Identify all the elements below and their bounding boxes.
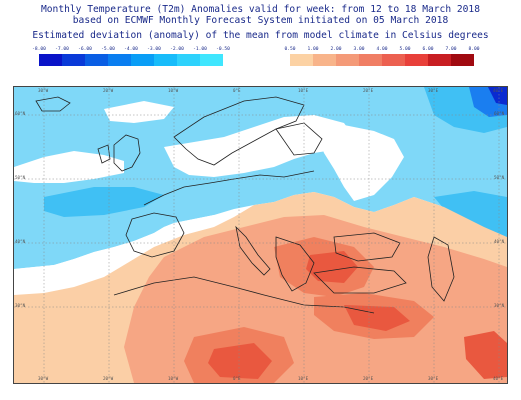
lon-label-bottom: 0°E — [233, 376, 241, 381]
lon-label-bottom: 30°W — [38, 376, 49, 381]
lon-label-bottom: 30°E — [428, 376, 439, 381]
legend-positive-swatch — [359, 54, 382, 66]
lon-label-top: 10°E — [298, 88, 309, 93]
legend-negative-label: -6.00 — [78, 47, 92, 52]
neutral-region-north-2 — [104, 101, 174, 123]
coast-iceland — [35, 96, 71, 112]
legend-negative-label: -1.00 — [193, 47, 207, 52]
neutral-region-north — [164, 115, 354, 177]
legend-positive-swatch — [428, 54, 451, 66]
legend-positive-swatch — [336, 54, 359, 66]
coast-north-africa — [113, 276, 375, 314]
legend-negative-swatch — [200, 54, 223, 66]
lon-label-bottom: 20°W — [103, 376, 114, 381]
legend-positive-label: 5.00 — [399, 47, 411, 52]
legend-positive-label: 6.00 — [422, 47, 434, 52]
lon-label-bottom: 40°E — [493, 376, 504, 381]
legend-negative-swatch — [62, 54, 85, 66]
warm-anomaly-core-balkans — [306, 251, 358, 283]
coast-caspian — [427, 236, 455, 302]
cold-anomaly-region-north — [14, 87, 507, 269]
lon-label-top: 10°W — [168, 88, 179, 93]
lon-label-top: 40°E — [493, 88, 504, 93]
lat-label-left: 40°N — [15, 239, 26, 244]
map-subtitle: Estimated deviation (anomaly) of the mea… — [32, 30, 489, 41]
neutral-band-southwest — [14, 215, 234, 295]
legend-negative-swatch — [108, 54, 131, 66]
lon-label-top: 20°W — [103, 88, 114, 93]
legend-negative: -8.00 -7.00 -6.00 -5.00 -4.00 -3.00 -2.00 -1.00… — [32, 46, 230, 66]
warm-anomaly-core-east — [464, 331, 507, 379]
legend-positive: 0.50 1.00 2.00 3.00 4.00 5.00 6.00 7.00 8.00 — [284, 46, 480, 66]
map-title-line-1: Monthly Temperature (T2m) Anomalies vali… — [41, 4, 480, 15]
neutral-region-west — [14, 151, 124, 183]
legend-positive-label: 4.00 — [376, 47, 388, 52]
legend-negative-label: -7.00 — [55, 47, 69, 52]
graticule — [14, 87, 507, 383]
legend-positive-swatch — [313, 54, 336, 66]
coast-turkey — [313, 266, 407, 294]
lat-label-left: 30°N — [15, 303, 26, 308]
legend-positive-label: 7.00 — [445, 47, 457, 52]
cold-anomaly-peak-northeast — [488, 87, 507, 105]
lon-label-top: 30°E — [428, 88, 439, 93]
neutral-region-east — [314, 125, 404, 201]
coast-balkans — [275, 236, 315, 292]
legend-negative-label: -5.00 — [101, 47, 115, 52]
coast-iberia — [125, 212, 185, 258]
legend-positive-label: 8.00 — [468, 47, 480, 52]
lat-label-left: 60°N — [15, 111, 26, 116]
legend-positive-swatch — [290, 54, 313, 66]
legend-negative-label: -3.00 — [147, 47, 161, 52]
legend-negative-label: -4.00 — [124, 47, 138, 52]
coast-italy — [235, 225, 271, 276]
legend-positive-label: 3.00 — [353, 47, 365, 52]
warm-anomaly-core-north-africa — [208, 343, 272, 379]
legend-positive-swatch — [405, 54, 428, 66]
lon-label-bottom: 10°E — [298, 376, 309, 381]
legend-negative-swatch — [39, 54, 62, 66]
legend-positive-label: 0.50 — [284, 47, 296, 52]
legend-positive-label: 2.00 — [330, 47, 342, 52]
coast-continental-north — [143, 170, 315, 206]
lat-label-right: 50°N — [494, 175, 505, 180]
lat-label-right: 30°N — [494, 303, 505, 308]
coastlines — [35, 96, 455, 314]
lon-label-bottom: 20°E — [363, 376, 374, 381]
lon-label-top: 20°E — [363, 88, 374, 93]
lon-label-top: 30°W — [38, 88, 49, 93]
map-title-line-2: based on ECMWF Monthly Forecast System i… — [72, 15, 449, 26]
legend-negative-label: -8.00 — [32, 47, 46, 52]
legend-negative-swatch — [85, 54, 108, 66]
warm-anomaly-core-turkey — [344, 305, 410, 331]
legend-positive-swatch — [451, 54, 474, 66]
legend-negative-label: -0.50 — [216, 47, 230, 52]
anomaly-map — [13, 86, 508, 384]
lat-label-left: 50°N — [15, 175, 26, 180]
legend-negative-swatch — [177, 54, 200, 66]
anomaly-map-svg — [14, 87, 507, 383]
coast-finland — [275, 122, 323, 156]
legend-negative-swatch — [131, 54, 154, 66]
legend-negative-swatch — [154, 54, 177, 66]
lon-label-top: 0°E — [233, 88, 241, 93]
coast-black-sea — [333, 232, 401, 262]
coast-british-isles — [113, 134, 141, 172]
legend-negative-label: -2.00 — [170, 47, 184, 52]
lon-label-bottom: 10°W — [168, 376, 179, 381]
legend-positive-swatch — [382, 54, 405, 66]
lat-label-right: 40°N — [494, 239, 505, 244]
legend-positive-label: 1.00 — [307, 47, 319, 52]
cold-anomaly-region-central — [44, 187, 164, 217]
coast-ireland — [97, 144, 111, 164]
lat-label-right: 60°N — [494, 111, 505, 116]
